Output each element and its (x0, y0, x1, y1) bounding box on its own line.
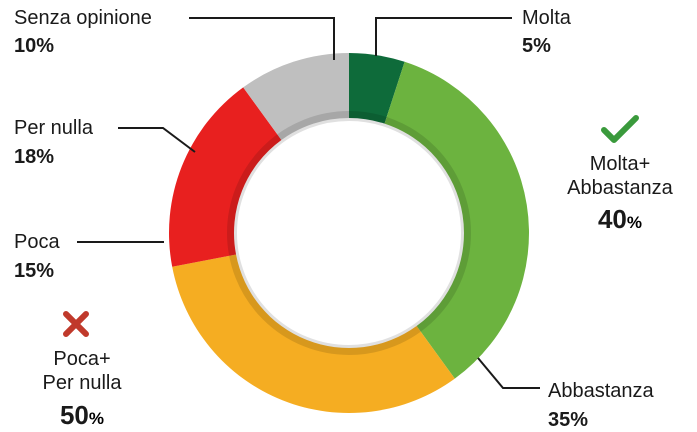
group-negative-number: 50 (60, 400, 89, 430)
leader-molta (375, 17, 512, 56)
group-negative-unit: % (89, 409, 104, 428)
label-per-nulla-value: 18% (14, 146, 54, 168)
label-poca-value: 15% (14, 260, 54, 282)
leader-abbastanza (477, 357, 540, 389)
label-molta-value: 5% (522, 35, 551, 57)
slice-per-nulla (169, 87, 282, 267)
group-positive-line2: Abbastanza (567, 177, 674, 199)
label-abbastanza-value: 35% (548, 409, 588, 431)
slice-abbastanza (384, 61, 530, 379)
group-positive-number: 40 (598, 204, 627, 234)
label-poca-name: Poca (14, 231, 60, 253)
check-icon (601, 115, 639, 143)
group-negative-line2: Per nulla (43, 372, 123, 394)
label-abbastanza-name: Abbastanza (548, 380, 655, 402)
group-positive-line1: Molta+ (590, 153, 651, 175)
donut-slices (169, 53, 530, 413)
leader-senza-opinione (189, 17, 335, 60)
inner-shadow-ring (227, 111, 471, 355)
group-positive-value: 40% (598, 204, 642, 234)
slice-poca (172, 254, 455, 413)
label-senza-opinione-value: 10% (14, 35, 54, 57)
label-senza-opinione-name: Senza opinione (14, 7, 152, 29)
label-molta-name: Molta (522, 7, 572, 29)
leader-per-nulla (118, 127, 196, 153)
label-per-nulla-name: Per nulla (14, 117, 94, 139)
slice-senza-opinione (243, 53, 349, 140)
cross-icon (63, 311, 89, 337)
group-negative-value: 50% (60, 400, 104, 430)
group-positive-unit: % (627, 213, 642, 232)
slice-molta (349, 53, 405, 124)
group-negative-line1: Poca+ (53, 348, 110, 370)
